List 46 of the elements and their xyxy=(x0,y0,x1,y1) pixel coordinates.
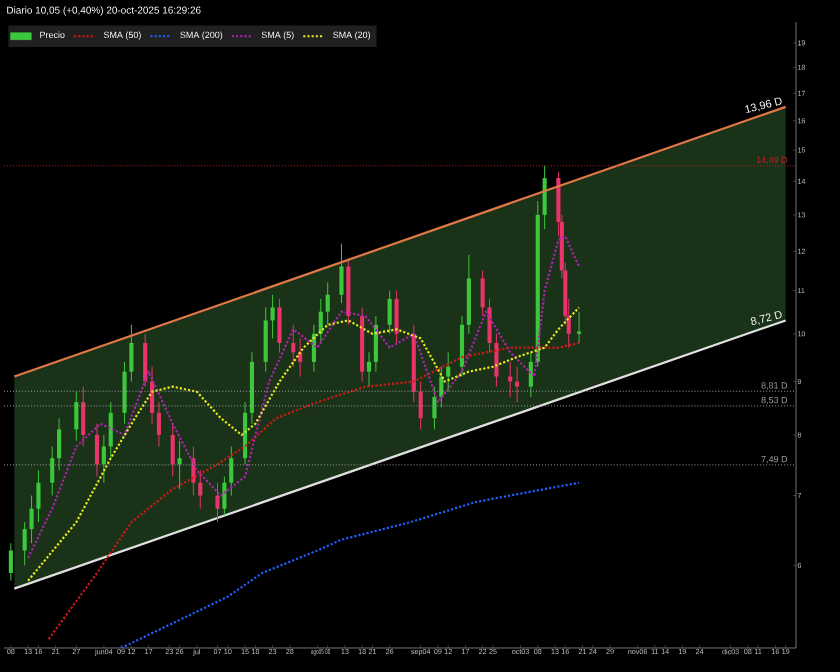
candlestick xyxy=(394,290,399,344)
candlestick xyxy=(22,521,27,566)
candlestick xyxy=(542,165,547,230)
candlestick xyxy=(459,315,465,378)
candlestick xyxy=(36,469,41,523)
candlestick xyxy=(480,269,485,317)
candlestick xyxy=(291,324,296,368)
candlestick xyxy=(29,495,34,544)
candlestick xyxy=(122,361,127,425)
candlestick xyxy=(170,423,175,478)
candlestick xyxy=(373,315,378,373)
candlestick xyxy=(270,294,275,339)
candlestick xyxy=(487,298,492,353)
candlestick xyxy=(325,281,330,326)
line-series xyxy=(27,235,581,559)
candlestick xyxy=(198,469,203,510)
candlestick xyxy=(57,417,62,471)
candlestick xyxy=(222,476,227,516)
candlestick xyxy=(101,434,106,484)
candlestick xyxy=(108,401,113,459)
candlestick xyxy=(528,351,533,398)
candlestick xyxy=(263,306,268,373)
candlestick xyxy=(81,386,86,447)
candlestick xyxy=(129,324,134,383)
candlestick xyxy=(418,381,423,430)
candlestick xyxy=(215,482,220,523)
candlestick xyxy=(366,351,372,388)
candlestick xyxy=(277,298,282,353)
candlestick xyxy=(508,361,513,398)
line-series xyxy=(119,481,581,648)
candlestick xyxy=(143,333,148,388)
candlestick xyxy=(339,243,344,304)
candlestick xyxy=(156,401,162,447)
candlestick xyxy=(8,542,13,582)
candlestick xyxy=(229,445,234,497)
candlestick xyxy=(94,423,100,478)
candlestick xyxy=(74,391,79,442)
candlestick xyxy=(515,366,520,403)
candlestick xyxy=(387,290,392,335)
candlestick xyxy=(177,440,182,490)
candlestick xyxy=(318,298,323,344)
candlestick xyxy=(446,351,451,393)
candlestick xyxy=(466,254,471,335)
candlestick xyxy=(432,386,437,430)
candlestick xyxy=(50,445,55,497)
candlestick xyxy=(494,333,499,388)
